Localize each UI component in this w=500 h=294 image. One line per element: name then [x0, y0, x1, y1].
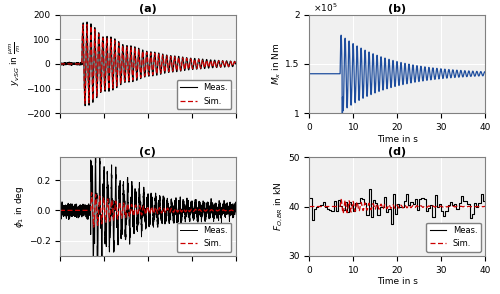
Title: (a): (a): [139, 4, 156, 14]
Title: (b): (b): [388, 4, 406, 14]
Sim.: [338, 198, 344, 201]
Meas.: [228, 60, 234, 63]
Sim.: [218, 209, 224, 213]
Meas.: [232, 62, 238, 66]
Legend: Meas., Sim.: Meas., Sim.: [426, 223, 481, 252]
Line: Sim.: Sim.: [60, 24, 236, 103]
Meas.: [388, 222, 394, 225]
Meas.: [228, 211, 234, 214]
Meas.: [306, 196, 312, 200]
Meas.: [131, 61, 137, 65]
Meas.: [132, 193, 138, 196]
Y-axis label: $y_{vSG}$ in $\frac{\mu m}{m}$: $y_{vSG}$ in $\frac{\mu m}{m}$: [8, 42, 23, 86]
Meas.: [82, 104, 88, 108]
Sim.: [382, 203, 388, 206]
Meas.: [482, 196, 488, 199]
Title: (d): (d): [388, 147, 406, 157]
Line: Sim.: Sim.: [60, 193, 236, 227]
Meas.: [140, 192, 146, 195]
Sim.: [57, 62, 63, 66]
Meas.: [366, 187, 372, 190]
Meas.: [420, 197, 426, 200]
Sim.: [90, 225, 96, 229]
Legend: Meas., Sim.: Meas., Sim.: [177, 80, 232, 109]
Sim.: [140, 57, 146, 60]
Y-axis label: $F_{O,BR}$ in kN: $F_{O,BR}$ in kN: [273, 182, 285, 231]
Meas.: [184, 203, 190, 207]
Meas.: [84, 20, 90, 24]
X-axis label: Time in s: Time in s: [377, 135, 418, 143]
Meas.: [462, 199, 468, 202]
Sim.: [140, 204, 146, 208]
Meas.: [57, 62, 63, 66]
Sim.: [57, 209, 63, 212]
Sim.: [88, 191, 94, 194]
Meas.: [232, 201, 238, 204]
Sim.: [232, 62, 238, 66]
Line: Meas.: Meas.: [60, 149, 236, 268]
Meas.: [131, 228, 137, 232]
Sim.: [218, 62, 224, 66]
Line: Meas.: Meas.: [310, 188, 485, 224]
Sim.: [184, 207, 190, 211]
Meas.: [90, 266, 96, 269]
Sim.: [132, 51, 138, 55]
Meas.: [469, 213, 475, 216]
Sim.: [232, 208, 238, 212]
Sim.: [131, 61, 137, 64]
Text: $\times 10^5$: $\times 10^5$: [313, 1, 338, 14]
Meas.: [140, 56, 146, 59]
Sim.: [184, 62, 190, 65]
Meas.: [184, 61, 190, 65]
Sim.: [482, 205, 488, 208]
Sim.: [131, 214, 137, 217]
Line: Meas.: Meas.: [60, 22, 236, 106]
Meas.: [218, 213, 224, 217]
Sim.: [228, 209, 234, 212]
Title: (c): (c): [140, 147, 156, 157]
Sim.: [390, 203, 396, 207]
Meas.: [218, 63, 224, 66]
Meas.: [57, 211, 63, 215]
Y-axis label: $M_x$ in Nm: $M_x$ in Nm: [270, 43, 282, 85]
X-axis label: Time in s: Time in s: [377, 277, 418, 286]
Sim.: [132, 204, 138, 208]
Sim.: [340, 212, 346, 215]
Meas.: [132, 50, 138, 54]
Meas.: [408, 200, 414, 203]
Meas.: [454, 207, 460, 211]
Meas.: [92, 147, 98, 151]
Sim.: [228, 60, 234, 64]
Sim.: [380, 207, 386, 211]
Sim.: [476, 205, 482, 208]
Meas.: [440, 215, 446, 218]
Sim.: [468, 205, 474, 208]
Legend: Meas., Sim.: Meas., Sim.: [177, 223, 232, 252]
Sim.: [82, 102, 88, 105]
Line: Sim.: Sim.: [310, 199, 485, 213]
Sim.: [306, 205, 312, 208]
Y-axis label: $\phi_1$ in deg: $\phi_1$ in deg: [13, 186, 26, 228]
Sim.: [434, 204, 440, 208]
Sim.: [84, 23, 90, 26]
